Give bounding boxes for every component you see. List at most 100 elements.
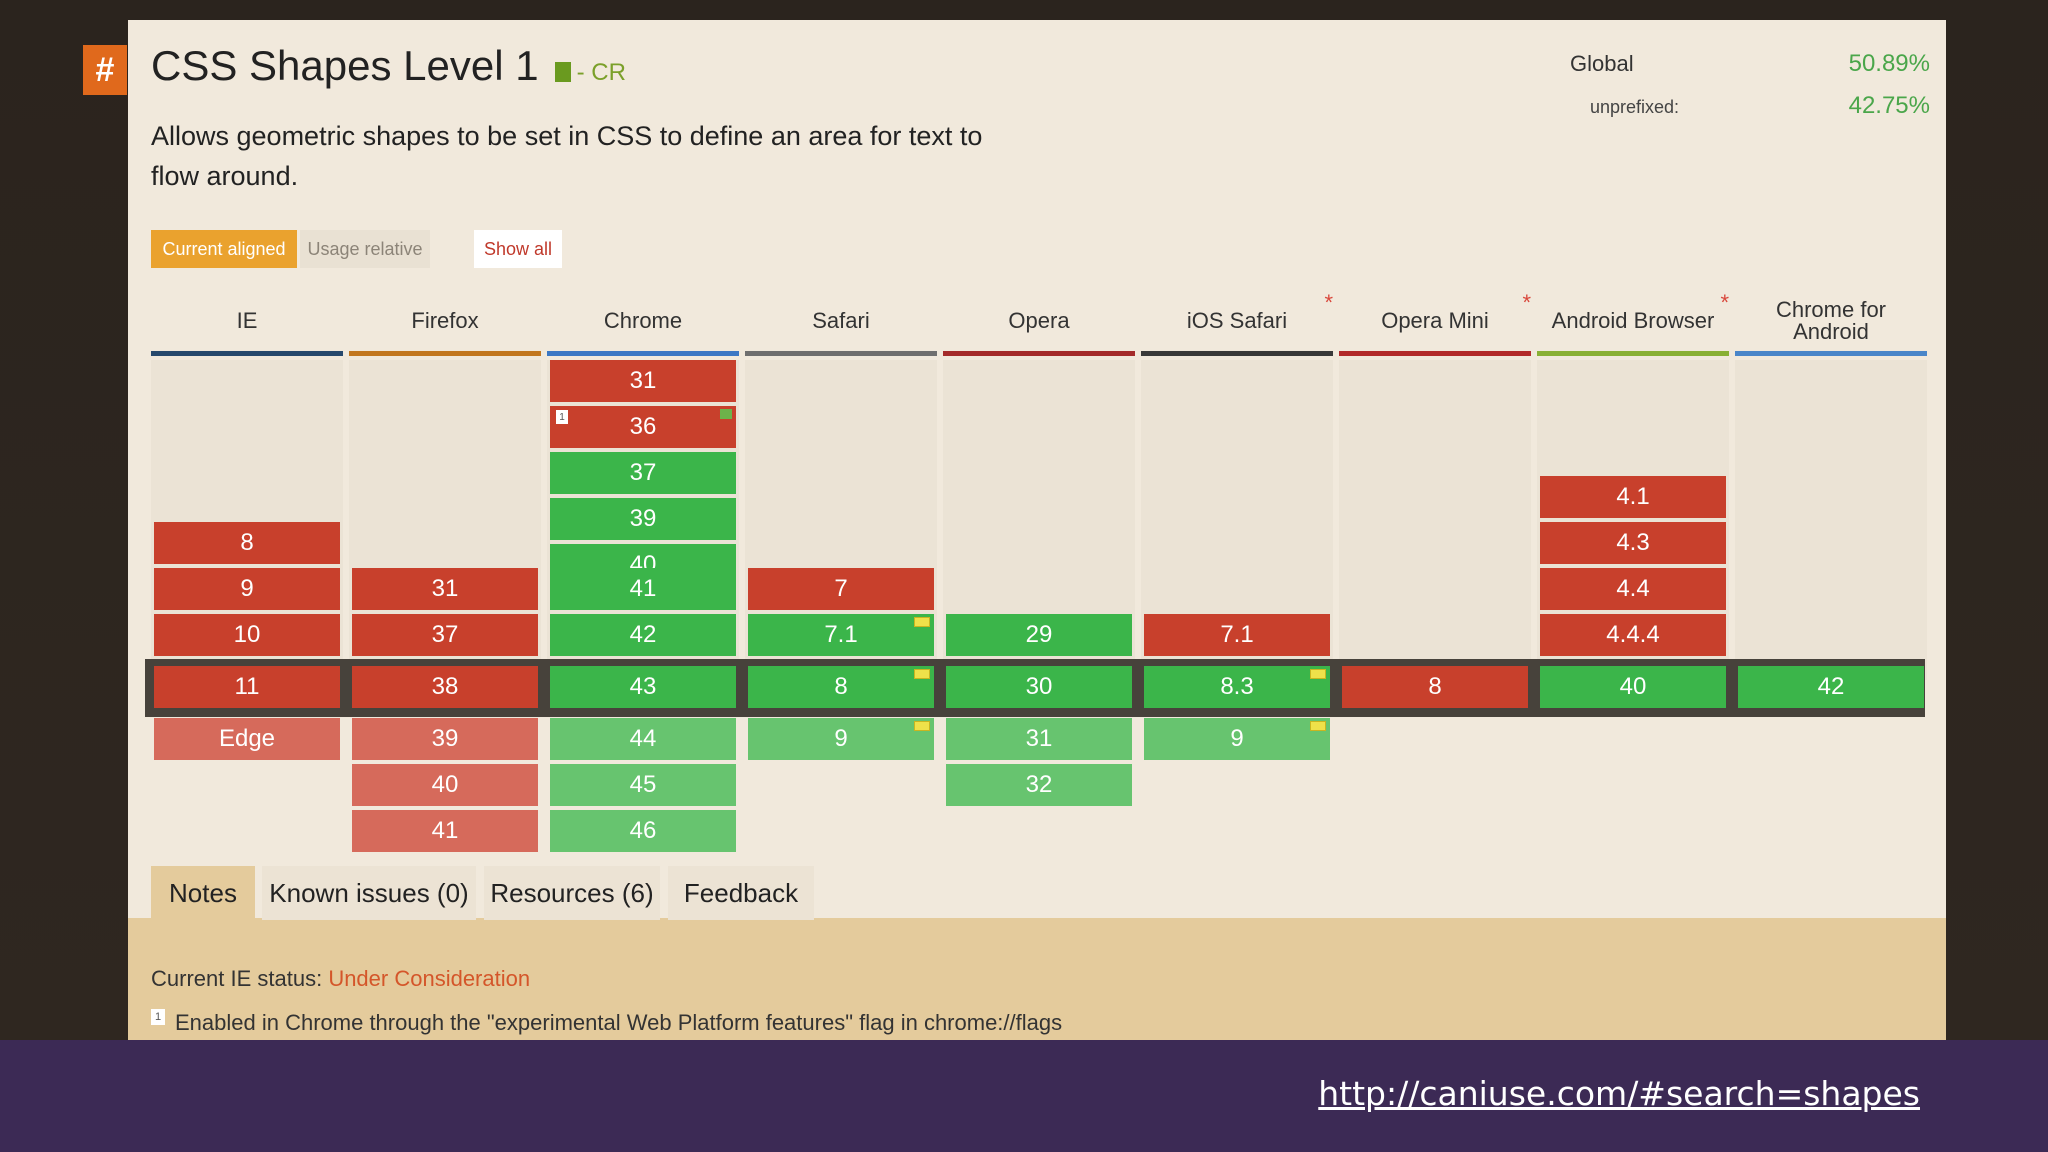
browser-name: IE [236, 308, 258, 333]
version-cell-android-4-4[interactable]: 4.4 [1540, 568, 1726, 610]
global-value: 50.89% [1848, 50, 1930, 77]
tab-notes[interactable]: Notes [151, 866, 255, 920]
version-label: 9 [1230, 725, 1244, 752]
ie-status-link[interactable]: Under Consideration [328, 966, 531, 991]
version-cell-chrome-31[interactable]: 31 [550, 360, 736, 402]
show-all-button[interactable]: Show all [474, 230, 562, 268]
browser-header-opera-mini: Opera Mini * [1339, 286, 1531, 356]
notes-panel [128, 918, 1946, 1040]
version-cell-firefox-38[interactable]: 38 [352, 666, 538, 708]
partial-prefix-icon [914, 721, 930, 731]
version-cell-chrome-android-42[interactable]: 42 [1738, 666, 1924, 708]
version-cell-safari-8[interactable]: 8 [748, 666, 934, 708]
version-cell-opera-30[interactable]: 30 [946, 666, 1132, 708]
browser-line-ios-safari [1141, 351, 1333, 356]
browser-line-android-browser [1537, 351, 1729, 356]
version-cell-firefox-39[interactable]: 39 [352, 718, 538, 760]
version-cell-chrome-42[interactable]: 42 [550, 614, 736, 656]
partial-prefix-icon [1310, 721, 1326, 731]
version-cell-android-40[interactable]: 40 [1540, 666, 1726, 708]
browser-name: Android Browser [1551, 308, 1715, 333]
browser-header-android-browser: Android Browser * [1537, 286, 1729, 356]
partial-prefix-icon [914, 669, 930, 679]
unprefixed-value: 42.75% [1848, 92, 1930, 119]
version-label: 7.1 [824, 621, 858, 648]
slide-footer-bar [0, 1040, 2048, 1152]
tab-feedback[interactable]: Feedback [668, 866, 814, 920]
column-bg [1339, 360, 1531, 680]
anchor-hash-icon[interactable]: # [83, 45, 127, 95]
version-cell-firefox-31[interactable]: 31 [352, 568, 538, 610]
version-cell-ie-10[interactable]: 10 [154, 614, 340, 656]
version-cell-opera-32[interactable]: 32 [946, 764, 1132, 806]
version-cell-opera-31[interactable]: 31 [946, 718, 1132, 760]
version-label: 36 [629, 413, 657, 440]
browser-header-safari: Safari [745, 286, 937, 356]
version-cell-android-4-1[interactable]: 4.1 [1540, 476, 1726, 518]
tab-resources[interactable]: Resources (6) [484, 866, 660, 920]
browser-name: iOS Safari [1186, 308, 1288, 333]
browser-header-ie: IE [151, 286, 343, 356]
version-label: 9 [834, 725, 848, 752]
browser-header-chrome: Chrome [547, 286, 739, 356]
usage-stats: Global 50.89% unprefixed: 42.75% [1570, 50, 1930, 120]
browser-header-firefox: Firefox [349, 286, 541, 356]
version-cell-firefox-41[interactable]: 41 [352, 810, 538, 852]
browser-name: Chrome for Android [1775, 297, 1887, 344]
footnote-marker: 1 [151, 1009, 165, 1025]
version-cell-chrome-44[interactable]: 44 [550, 718, 736, 760]
version-cell-chrome-43[interactable]: 43 [550, 666, 736, 708]
version-label: 8 [834, 673, 848, 700]
version-cell-ie-edge[interactable]: Edge [154, 718, 340, 760]
partial-prefix-icon [914, 617, 930, 627]
unprefixed-label: unprefixed: [1590, 97, 1680, 117]
version-cell-firefox-37[interactable]: 37 [352, 614, 538, 656]
browser-line-ie [151, 351, 343, 356]
version-cell-chrome-37[interactable]: 37 [550, 452, 736, 494]
version-cell-firefox-40[interactable]: 40 [352, 764, 538, 806]
usage-relative-button[interactable]: Usage relative [300, 230, 430, 268]
browser-name: Chrome [603, 308, 683, 333]
source-url-link[interactable]: http://caniuse.com/#search=shapes [1318, 1074, 1920, 1113]
current-aligned-button[interactable]: Current aligned [151, 230, 297, 268]
spec-status[interactable]: - CR [576, 59, 626, 86]
browser-name: Opera Mini [1381, 308, 1489, 333]
version-cell-ie-11[interactable]: 11 [154, 666, 340, 708]
version-cell-ios-safari-9[interactable]: 9 [1144, 718, 1330, 760]
version-cell-chrome-36[interactable]: 1 36 [550, 406, 736, 448]
browser-line-chrome [547, 351, 739, 356]
version-cell-safari-7[interactable]: 7 [748, 568, 934, 610]
tab-known-issues[interactable]: Known issues (0) [262, 866, 476, 920]
version-cell-chrome-41[interactable]: 41 [550, 568, 736, 610]
browser-header-chrome-android: Chrome for Android [1735, 286, 1927, 356]
version-cell-opera-29[interactable]: 29 [946, 614, 1132, 656]
version-cell-ios-safari-8-3[interactable]: 8.3 [1144, 666, 1330, 708]
version-cell-opera-mini-8[interactable]: 8 [1342, 666, 1528, 708]
star-icon: * [1324, 290, 1333, 315]
column-bg [1735, 360, 1927, 680]
global-label: Global [1570, 51, 1634, 76]
browser-name: Safari [812, 308, 870, 333]
browser-name: Firefox [411, 308, 479, 333]
caniuse-panel: CSS Shapes Level 1 - CR Allows geometric… [128, 20, 1946, 1040]
footnote: 1 Enabled in Chrome through the "experim… [151, 1009, 1062, 1036]
browser-line-chrome-android [1735, 351, 1927, 356]
version-cell-ie-9[interactable]: 9 [154, 568, 340, 610]
partial-prefix-icon [1310, 669, 1326, 679]
version-cell-chrome-46[interactable]: 46 [550, 810, 736, 852]
browser-line-firefox [349, 351, 541, 356]
version-cell-android-4-3[interactable]: 4.3 [1540, 522, 1726, 564]
flag-icon [720, 409, 732, 419]
star-icon: * [1522, 290, 1531, 315]
version-cell-safari-9[interactable]: 9 [748, 718, 934, 760]
browser-header-opera: Opera [943, 286, 1135, 356]
version-cell-ios-safari-7-1[interactable]: 7.1 [1144, 614, 1330, 656]
version-cell-android-4-4-4[interactable]: 4.4.4 [1540, 614, 1726, 656]
version-cell-safari-7-1[interactable]: 7.1 [748, 614, 934, 656]
document-icon[interactable] [554, 62, 571, 82]
version-cell-ie-8[interactable]: 8 [154, 522, 340, 564]
version-cell-chrome-39[interactable]: 39 [550, 498, 736, 540]
ie-status-label: Current IE status: [151, 966, 323, 991]
version-cell-chrome-45[interactable]: 45 [550, 764, 736, 806]
note-marker: 1 [556, 410, 568, 424]
